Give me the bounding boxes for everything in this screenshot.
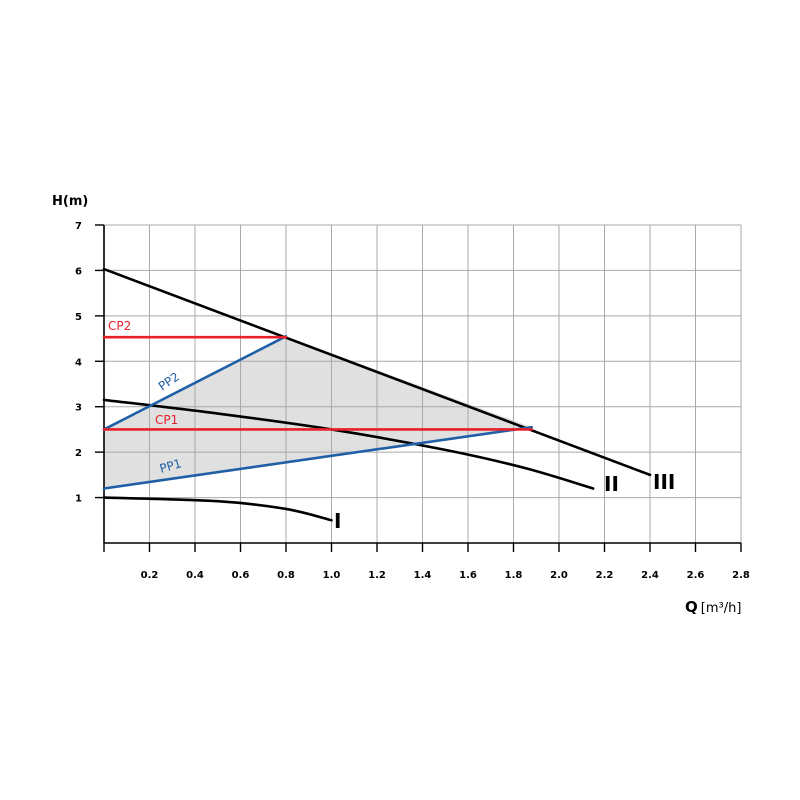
curve-label-cp1: CP1: [155, 413, 178, 427]
speed-curve-i: [102, 496, 333, 522]
y-tick-label: 4: [75, 357, 82, 368]
y-tick-label: 7: [75, 221, 82, 232]
speed-curve-iii: [102, 267, 652, 477]
x-tick-label: 1.8: [505, 570, 523, 581]
speed-curve-ii: [102, 398, 595, 490]
operating-range-area: [104, 336, 532, 489]
x-tick-label: 1.4: [414, 570, 432, 581]
curve-label-pp2: PP2: [156, 370, 182, 394]
x-tick-label: 2.4: [641, 570, 659, 581]
ticks: 0.2 0.4 0.6 0.8 1.0 1.2 1.4 1.6 1.8 2.0 2.2 2.4 2.6 2…: [75, 221, 750, 581]
curve-label-ii: II: [604, 472, 619, 496]
x-tick-label: 1.2: [368, 570, 386, 581]
x-tick-label: 2.2: [596, 570, 614, 581]
control-curve-pp1: [102, 425, 533, 490]
x-tick-label: 0.8: [277, 570, 295, 581]
x-tick-label: 2.0: [550, 570, 568, 581]
y-tick-label: 5: [75, 312, 82, 323]
curve-label-pp1: PP1: [158, 456, 183, 476]
x-tick-label: 0.2: [141, 570, 159, 581]
control-curve-pp2: [102, 335, 288, 431]
x-axis-title-unit: [m³/h]: [701, 601, 742, 616]
y-tick-label: 2: [75, 448, 82, 459]
curve-label-cp2: CP2: [108, 319, 131, 333]
y-axis-title: H(m): [52, 194, 88, 209]
x-tick-label: 1.0: [323, 570, 341, 581]
y-tick-label: 1: [75, 494, 82, 505]
x-tick-label: 2.6: [687, 570, 705, 581]
curves: [102, 267, 652, 522]
x-tick-label: 0.4: [186, 570, 204, 581]
x-tick-label: 1.6: [459, 570, 477, 581]
curve-label-i: I: [334, 509, 341, 533]
grid: [104, 224, 742, 543]
x-axis-title: Q [m³/h]: [685, 598, 741, 616]
x-tick-label: 2.8: [732, 570, 750, 581]
x-tick-label: 0.6: [232, 570, 250, 581]
y-tick-label: 3: [75, 403, 82, 414]
x-axis-title-symbol: Q: [685, 598, 698, 616]
y-tick-label: 6: [75, 266, 82, 277]
operating-range-fill: [104, 336, 532, 489]
curve-label-iii: III: [653, 470, 675, 494]
